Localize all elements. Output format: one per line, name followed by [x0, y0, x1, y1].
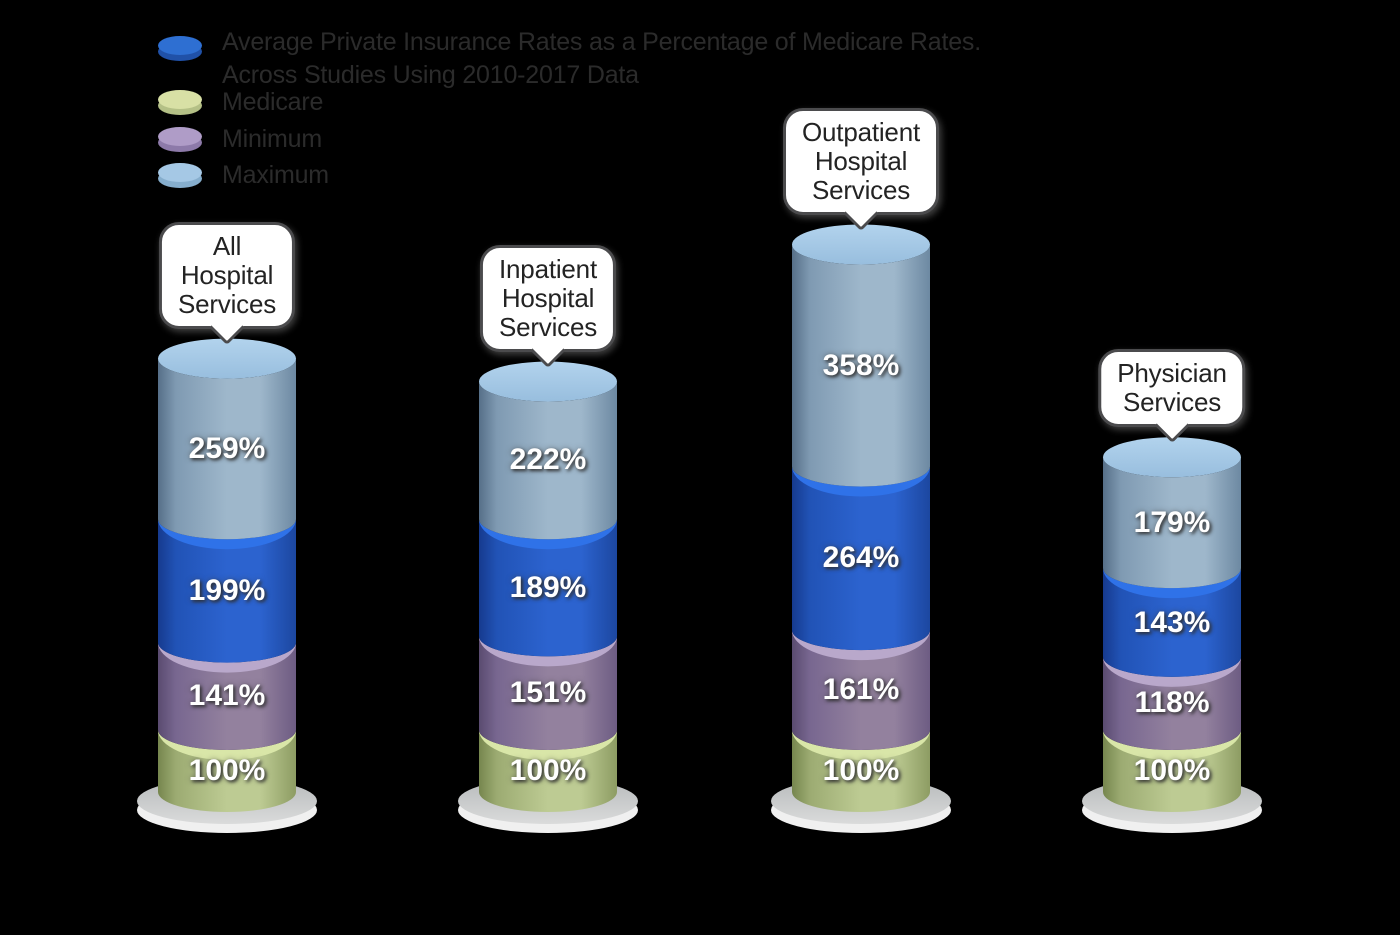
callout-line: All	[212, 230, 242, 261]
segment-rim-medicare	[1103, 730, 1241, 760]
cylinder-top-cap	[479, 361, 617, 402]
segment-rim-minimum	[792, 630, 930, 661]
value-label-medicare-all-hospital-services: 100%	[188, 754, 266, 787]
callout-line: Outpatient	[802, 116, 920, 147]
callout-line: Hospital	[180, 259, 274, 290]
segment-rim-medicare	[792, 730, 930, 760]
callout-outpatient-hospital-services: Outpatient Hospital Services	[783, 107, 939, 231]
cylinder-top-cap	[792, 224, 930, 265]
legend-label-minimum: Minimum	[222, 125, 322, 153]
segment-maximum	[479, 381, 617, 540]
value-label-minimum-inpatient-hospital-services: 151%	[509, 676, 587, 710]
value-label-average-outpatient-hospital-services: 264%	[822, 541, 900, 575]
value-label-maximum-all-hospital-services: 259%	[188, 431, 266, 465]
cylinder-physician-services	[1082, 437, 1262, 833]
segment-average	[479, 519, 617, 657]
segment-rim-minimum	[1103, 656, 1241, 687]
legend-label-medicare: Medicare	[222, 88, 324, 116]
segment-rim-average	[792, 466, 930, 497]
value-label-minimum-all-hospital-services: 141%	[188, 679, 266, 713]
cylinder-top-cap	[158, 338, 296, 379]
value-label-medicare-outpatient-hospital-services: 100%	[822, 754, 900, 787]
chart-title: Average Private Insurance Rates as a Per…	[222, 26, 981, 92]
legend-item-minimum: Minimum	[158, 125, 322, 154]
segment-rim-medicare	[158, 730, 296, 760]
segment-average	[158, 519, 296, 663]
segment-maximum	[158, 358, 296, 540]
legend-disc-top	[158, 126, 202, 146]
segment-average	[792, 466, 930, 651]
segment-minimum	[158, 642, 296, 750]
legend-disc-top	[158, 162, 202, 182]
value-label-average-physician-services: 143%	[1133, 605, 1211, 639]
value-label-minimum-outpatient-hospital-services: 161%	[822, 673, 900, 707]
segment-minimum	[479, 636, 617, 750]
legend-label-maximum: Maximum	[222, 161, 329, 189]
segment-rim-average	[158, 519, 296, 550]
legend-item-maximum: Maximum	[158, 161, 329, 190]
legend-disc-average-icon	[158, 36, 202, 62]
legend-disc-medicare-icon	[158, 89, 202, 116]
callout-line: Services	[811, 174, 911, 205]
value-label-minimum-physician-services: 118%	[1134, 686, 1210, 720]
segment-minimum	[792, 630, 930, 750]
callout-inpatient-hospital-services: Inpatient Hospital Services	[479, 244, 617, 368]
cylinder-outpatient-hospital-services	[771, 224, 951, 833]
callout-line: Hospital	[501, 282, 595, 313]
segment-maximum	[1103, 457, 1241, 589]
callout-line: Services	[498, 311, 598, 342]
callout-physician-services: Physician Services	[1098, 349, 1246, 444]
segment-rim-medicare	[479, 730, 617, 760]
segment-rim-minimum	[158, 642, 296, 673]
legend-disc-minimum-icon	[158, 126, 202, 153]
value-label-maximum-physician-services: 179%	[1133, 505, 1211, 539]
segment-maximum	[792, 244, 930, 487]
value-label-medicare-inpatient-hospital-services: 100%	[509, 754, 587, 787]
value-label-average-inpatient-hospital-services: 189%	[509, 570, 587, 604]
chart-title-line1: Average Private Insurance Rates as a Per…	[222, 28, 981, 56]
callout-line: Services	[177, 288, 277, 319]
legend-disc-maximum-icon	[158, 162, 202, 189]
segment-rim-average	[479, 519, 617, 550]
callout-all-hospital-services: All Hospital Services	[158, 221, 296, 345]
value-label-maximum-inpatient-hospital-services: 222%	[509, 443, 587, 477]
chart-title-line2: Across Studies Using 2010-2017 Data	[222, 61, 639, 89]
cylinder-inpatient-hospital-services	[458, 361, 638, 833]
segment-average	[1103, 568, 1241, 677]
legend-item-medicare: Medicare	[158, 88, 323, 117]
cylinder-top-cap	[1103, 437, 1241, 478]
segment-rim-average	[1103, 568, 1241, 599]
cylinder-all-hospital-services	[137, 338, 317, 833]
callout-line: Hospital	[814, 145, 908, 176]
value-label-average-all-hospital-services: 199%	[188, 573, 266, 607]
callout-line: Services	[1122, 387, 1222, 418]
callout-line: Physician	[1117, 358, 1227, 389]
callout-line: Inpatient	[499, 253, 597, 284]
legend-disc-top	[158, 89, 202, 109]
value-label-maximum-outpatient-hospital-services: 358%	[822, 348, 900, 382]
segment-rim-minimum	[479, 636, 617, 667]
value-label-medicare-physician-services: 100%	[1133, 754, 1211, 787]
legend-disc-top	[158, 36, 202, 55]
